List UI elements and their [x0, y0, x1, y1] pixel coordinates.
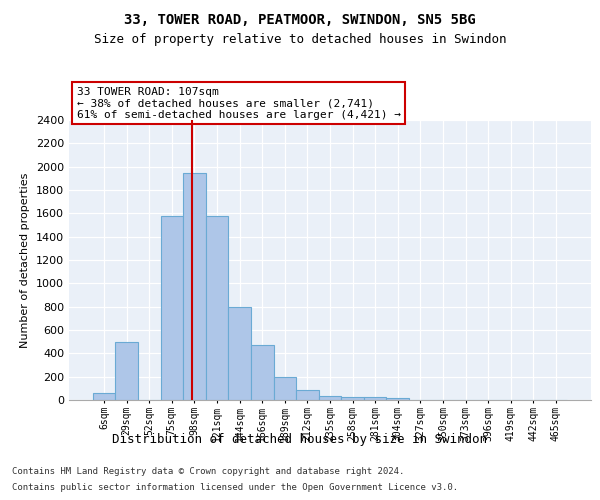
Bar	[115, 342, 138, 400]
Bar	[161, 216, 183, 400]
Bar	[341, 396, 364, 400]
Bar	[206, 216, 229, 400]
Text: Contains HM Land Registry data © Crown copyright and database right 2024.: Contains HM Land Registry data © Crown c…	[12, 468, 404, 476]
Y-axis label: Number of detached properties: Number of detached properties	[20, 172, 31, 348]
Bar	[319, 396, 341, 400]
Bar	[274, 377, 296, 400]
Text: Contains public sector information licensed under the Open Government Licence v3: Contains public sector information licen…	[12, 482, 458, 492]
Text: 33, TOWER ROAD, PEATMOOR, SWINDON, SN5 5BG: 33, TOWER ROAD, PEATMOOR, SWINDON, SN5 5…	[124, 12, 476, 26]
Text: Size of property relative to detached houses in Swindon: Size of property relative to detached ho…	[94, 32, 506, 46]
Bar	[296, 390, 319, 400]
Bar	[364, 397, 386, 400]
Bar	[229, 306, 251, 400]
Text: Distribution of detached houses by size in Swindon: Distribution of detached houses by size …	[113, 432, 487, 446]
Bar	[251, 344, 274, 400]
Bar	[183, 172, 206, 400]
Bar	[386, 398, 409, 400]
Bar	[93, 393, 115, 400]
Text: 33 TOWER ROAD: 107sqm
← 38% of detached houses are smaller (2,741)
61% of semi-d: 33 TOWER ROAD: 107sqm ← 38% of detached …	[77, 87, 401, 120]
